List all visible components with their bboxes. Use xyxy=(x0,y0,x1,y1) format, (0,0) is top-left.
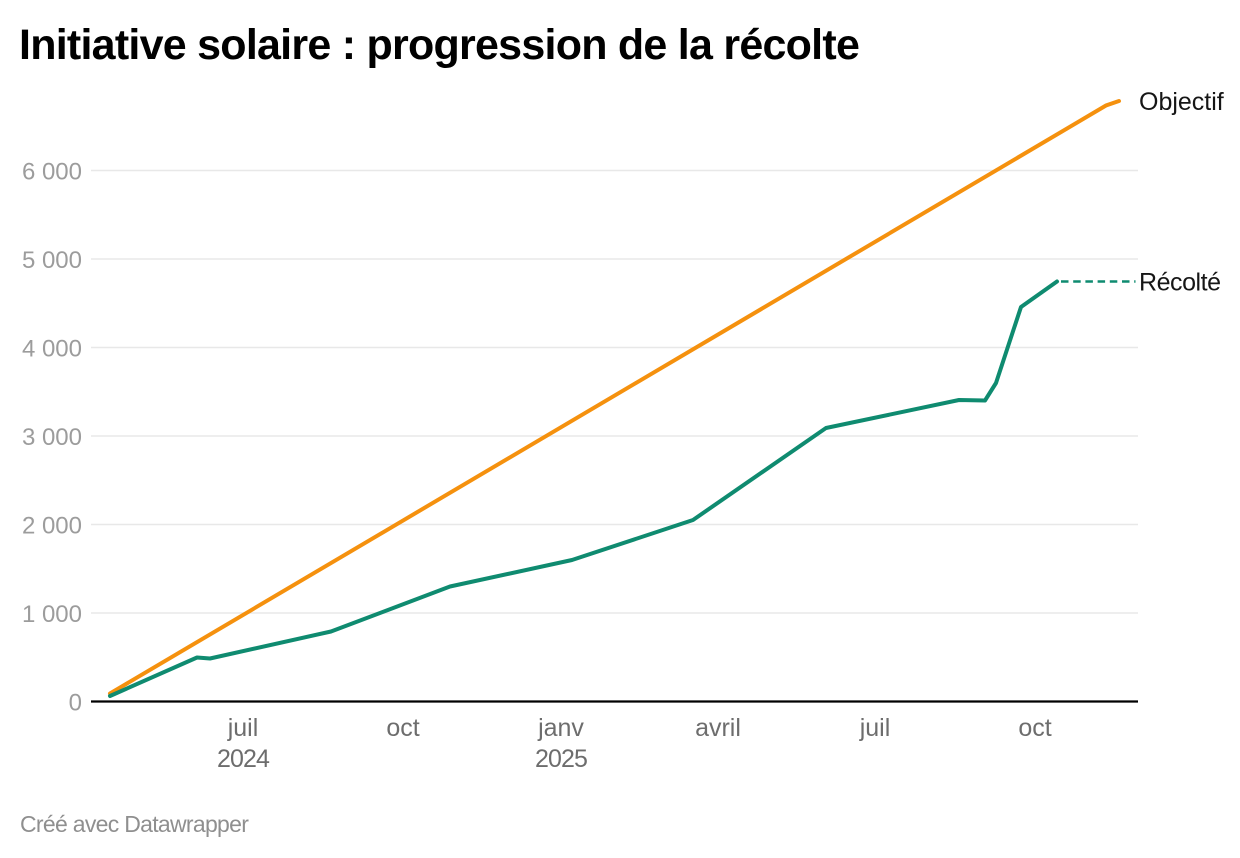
svg-text:3 000: 3 000 xyxy=(22,424,82,451)
svg-text:0: 0 xyxy=(69,690,82,717)
svg-text:2025: 2025 xyxy=(535,745,587,773)
svg-text:Objectif: Objectif xyxy=(1139,88,1224,116)
svg-text:Récolté: Récolté xyxy=(1139,268,1221,296)
svg-text:oct: oct xyxy=(386,714,419,742)
svg-text:juil: juil xyxy=(859,714,891,742)
svg-text:2 000: 2 000 xyxy=(22,513,82,540)
svg-text:4 000: 4 000 xyxy=(22,336,82,363)
svg-text:Créé avec Datawrapper: Créé avec Datawrapper xyxy=(20,811,249,837)
svg-text:6 000: 6 000 xyxy=(22,159,82,186)
svg-text:1 000: 1 000 xyxy=(22,601,82,628)
svg-text:juil: juil xyxy=(227,714,259,742)
svg-text:oct: oct xyxy=(1018,714,1051,742)
svg-text:janv: janv xyxy=(537,714,584,742)
svg-text:2024: 2024 xyxy=(217,745,270,773)
svg-text:5 000: 5 000 xyxy=(22,247,82,274)
svg-text:Initiative solaire : progressi: Initiative solaire : progression de la r… xyxy=(19,21,859,69)
svg-text:avril: avril xyxy=(695,714,741,742)
